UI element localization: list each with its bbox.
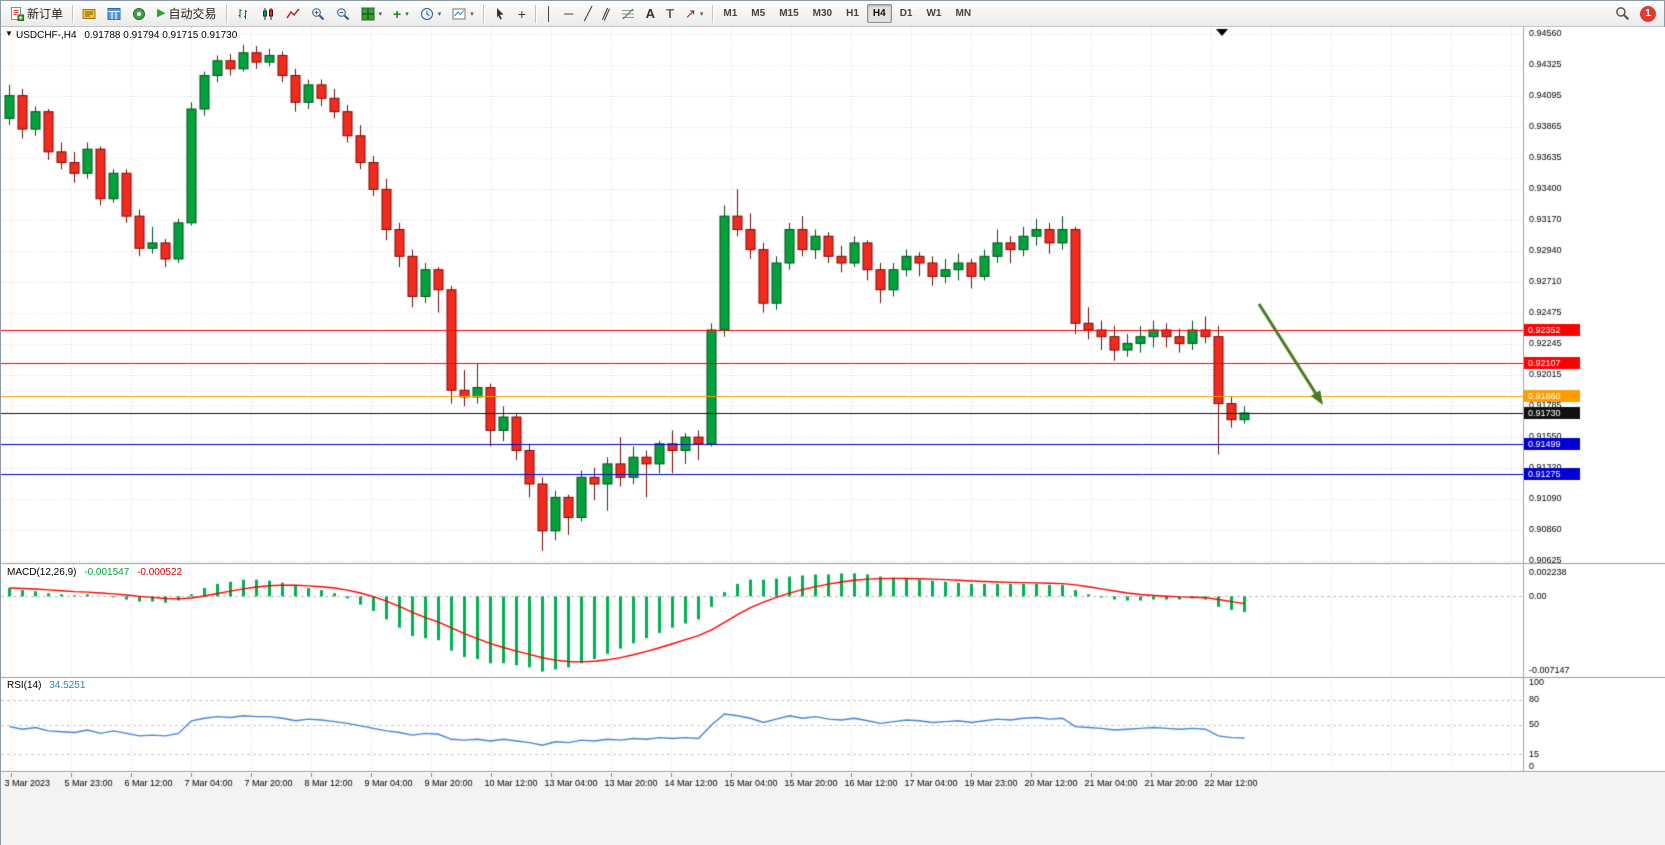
tile-windows-button[interactable]: ▾ [356, 3, 388, 25]
market-watch-button[interactable] [77, 3, 101, 25]
toolbar-separator [72, 4, 74, 23]
toolbar: 新订单 ▶ 自动交易 [1, 1, 1664, 27]
line-chart-icon [285, 8, 300, 18]
toolbar-separator [712, 4, 714, 23]
label-button[interactable]: T [661, 3, 679, 25]
channel-button[interactable]: ∥ [598, 3, 615, 25]
crosshair-icon: + [517, 5, 526, 22]
horizontal-line-icon: ─ [564, 6, 574, 21]
search-icon [1616, 7, 1630, 21]
zoom-out-icon [336, 7, 349, 20]
tab-timeframe-d1[interactable]: D1 [899, 8, 913, 19]
chevron-down-icon: ▾ [470, 10, 474, 18]
trendline-icon: ╱ [584, 6, 593, 21]
chevron-down-icon: ▾ [699, 10, 704, 18]
tab-timeframe-m15[interactable]: M15 [779, 8, 799, 19]
zoom-in-button[interactable] [306, 3, 330, 25]
channel-icon: ∥ [600, 5, 613, 22]
tab-timeframe-m1[interactable]: M1 [723, 8, 738, 19]
line-chart-button[interactable] [281, 3, 305, 25]
zoom-out-button[interactable] [331, 3, 355, 25]
toolbar-separator [225, 4, 227, 23]
arrow-tool-icon: ↗ [684, 6, 696, 21]
arrows-button[interactable]: ↗ ▾ [680, 3, 708, 25]
one-click-trading-toggle[interactable]: ▼ [5, 29, 13, 38]
auto-trading-button[interactable]: ▶ 自动交易 [152, 3, 221, 25]
navigator-icon [133, 7, 146, 20]
clock-icon [420, 7, 433, 20]
candlestick-chart-icon [262, 7, 273, 20]
cursor-icon [496, 7, 504, 19]
chevron-down-icon: ▾ [378, 10, 383, 18]
new-order-icon [11, 6, 24, 21]
toolbar-separator [534, 4, 536, 23]
fibonacci-icon [621, 8, 634, 19]
cursor-button[interactable] [488, 3, 512, 25]
chevron-down-icon: ▾ [405, 10, 409, 18]
tab-timeframe-w1[interactable]: W1 [926, 8, 942, 19]
candlestick-chart-button[interactable] [256, 3, 280, 25]
tile-windows-icon [361, 7, 374, 20]
vertical-line-button[interactable]: │ [540, 3, 558, 25]
toolbar-separator [482, 4, 484, 23]
periods-button[interactable]: ▾ [415, 3, 447, 25]
new-order-button[interactable]: 新订单 [5, 3, 68, 25]
timeframe-group: M1 M5 M15 M30 H1 H4 D1 W1 MN [717, 4, 977, 23]
tab-timeframe-mn[interactable]: MN [955, 8, 972, 19]
chart-canvas[interactable] [1, 27, 1665, 845]
bar-chart-button[interactable] [231, 3, 255, 25]
auto-trading-label: 自动交易 [168, 7, 217, 21]
zoom-in-icon [311, 7, 324, 20]
chevron-down-icon: ▾ [437, 10, 442, 18]
text-icon: A [645, 6, 655, 21]
template-icon [452, 8, 466, 19]
search-button[interactable] [1610, 3, 1635, 25]
notification-count: 1 [1645, 8, 1651, 19]
market-watch-icon [82, 8, 96, 19]
data-window-button[interactable] [102, 3, 126, 25]
indicators-plus-icon: + [393, 5, 402, 22]
horizontal-line-button[interactable]: ─ [559, 3, 578, 25]
templates-button[interactable]: ▾ [447, 3, 479, 25]
tab-timeframe-m30[interactable]: M30 [812, 8, 833, 19]
tab-timeframe-m5[interactable]: M5 [751, 8, 766, 19]
tab-timeframe-h4[interactable]: H4 [866, 4, 892, 23]
text-button[interactable]: A [641, 3, 660, 25]
notification-badge[interactable]: 1 [1640, 5, 1656, 22]
trendline-button[interactable]: ╱ [579, 3, 597, 25]
fibonacci-button[interactable] [616, 3, 640, 25]
play-icon: ▶ [157, 7, 166, 19]
new-order-label: 新订单 [27, 7, 64, 21]
indicators-button[interactable]: + ▾ [388, 3, 414, 25]
label-icon: T [666, 6, 674, 21]
crosshair-button[interactable]: + [513, 3, 531, 25]
vertical-line-icon: │ [544, 6, 554, 21]
data-window-icon [107, 7, 121, 20]
tab-timeframe-h1[interactable]: H1 [846, 8, 859, 19]
navigator-button[interactable] [127, 3, 151, 25]
bar-chart-icon [238, 8, 247, 19]
